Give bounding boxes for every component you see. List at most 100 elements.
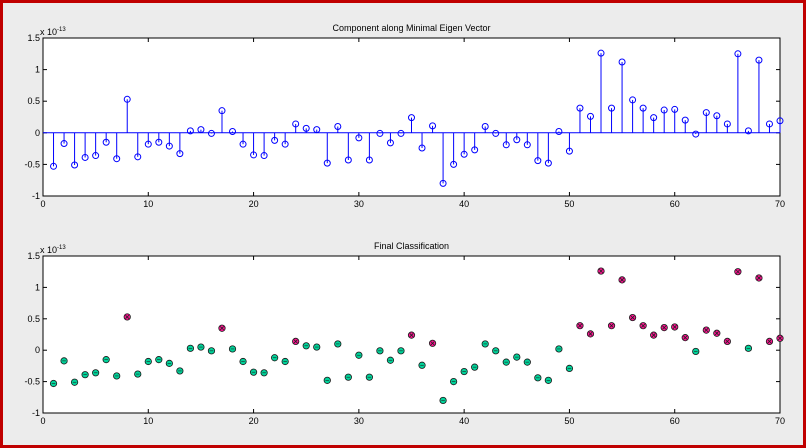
stem-marker [450,160,458,168]
y-tick-label: -1 [32,408,40,418]
stem-marker [755,56,763,64]
stem-marker [576,104,584,112]
stem-marker [218,107,226,115]
point-cross-mark [641,323,646,328]
point-cross-mark [767,339,772,344]
x-tick-label: 20 [249,416,259,426]
stem-marker [397,129,405,137]
point-cross-mark [409,333,414,338]
stem-marker [123,95,131,103]
point-cross-mark [704,328,709,333]
stem-marker [102,138,110,146]
stem-marker [513,136,521,144]
y-tick-label: 1 [35,282,40,292]
stem-marker [702,109,710,117]
stem-marker [671,105,679,113]
point-cross-mark [588,331,593,336]
stem-marker [260,152,268,160]
stem-marker [713,112,721,120]
y-tick-label: -1 [32,191,40,201]
stem-marker [155,138,163,146]
stem-marker [523,141,531,149]
data-marks [43,49,784,187]
stem-marker [250,151,258,159]
stem-marker [334,122,342,130]
x-tick-label: 0 [40,416,45,426]
stem-marker [744,127,752,135]
y-tick-label: 0.5 [27,96,40,106]
point-cross-mark [125,314,130,319]
stem-marker [386,139,394,147]
y-tick-label: 0.5 [27,314,40,324]
stem-marker [92,152,100,160]
stem-marker [618,58,626,66]
y-tick-label: 1.5 [27,33,40,43]
stem-marker [271,136,279,144]
x-tick-label: 30 [354,199,364,209]
stem-marker [765,120,773,128]
stem-marker [650,114,658,122]
stem-marker [586,112,594,120]
stem-marker [302,124,310,132]
stem-marker [502,141,510,149]
stem-marker [281,140,289,148]
stem-marker [639,104,647,112]
x-tick-label: 10 [143,199,153,209]
x-tick-label: 70 [775,416,785,426]
point-cross-mark [672,324,677,330]
stem-marker [492,129,500,137]
point-cross-mark [430,341,435,346]
stem-marker [113,155,121,163]
point-cross-mark [714,331,719,336]
x-tick-label: 60 [670,416,680,426]
point-cross-mark [683,335,688,340]
point-cross-mark [609,323,614,328]
stem-marker [471,146,479,154]
stem-marker [555,128,563,136]
stem-marker [534,157,542,165]
chart-title: Final Classification [374,241,449,251]
x-tick-label: 70 [775,199,785,209]
stem-marker [134,153,142,161]
stem-marker [723,120,731,128]
point-cross-mark [619,277,625,282]
stem-marker [313,126,321,134]
stem-marker [71,161,79,169]
point-cross-mark [598,268,604,274]
point-cross-mark [735,269,740,274]
stem-marker [365,156,373,164]
stem-marker [734,50,742,58]
point-cross-mark [662,325,667,330]
x-tick-label: 0 [40,199,45,209]
y-tick-label: 1 [35,65,40,75]
stem-marker [597,49,605,57]
stem-marker [776,117,784,125]
stem-marker [439,179,447,187]
x-tick-label: 10 [143,416,153,426]
stem-marker [197,126,205,134]
point-cross-mark [651,333,656,338]
point-cross-mark [577,323,583,328]
stem-marker [481,122,489,130]
x-tick-label: 40 [459,416,469,426]
stem-marker [429,122,437,130]
point-cross-mark [756,275,762,281]
x-tick-label: 60 [670,199,680,209]
stem-marker [239,140,247,148]
stem-marker [376,129,384,137]
chart-title: Component along Minimal Eigen Vector [332,23,490,33]
x-tick-label: 40 [459,199,469,209]
stem-marker [81,153,89,161]
x-tick-label: 50 [564,416,574,426]
y-tick-label: -0.5 [24,159,40,169]
stem-marker [323,159,331,167]
stem-marker [608,104,616,112]
axis-ticks: 0 10 20 30 40 50 60 70 -1 -0.5 0 0.5 1 1.5 [24,251,785,426]
y-tick-label: 0 [35,128,40,138]
stem-marker [681,116,689,124]
x-tick-label: 50 [564,199,574,209]
y-tick-label: 0 [35,345,40,355]
stem-marker [60,140,68,148]
point-cross-mark [725,339,730,344]
